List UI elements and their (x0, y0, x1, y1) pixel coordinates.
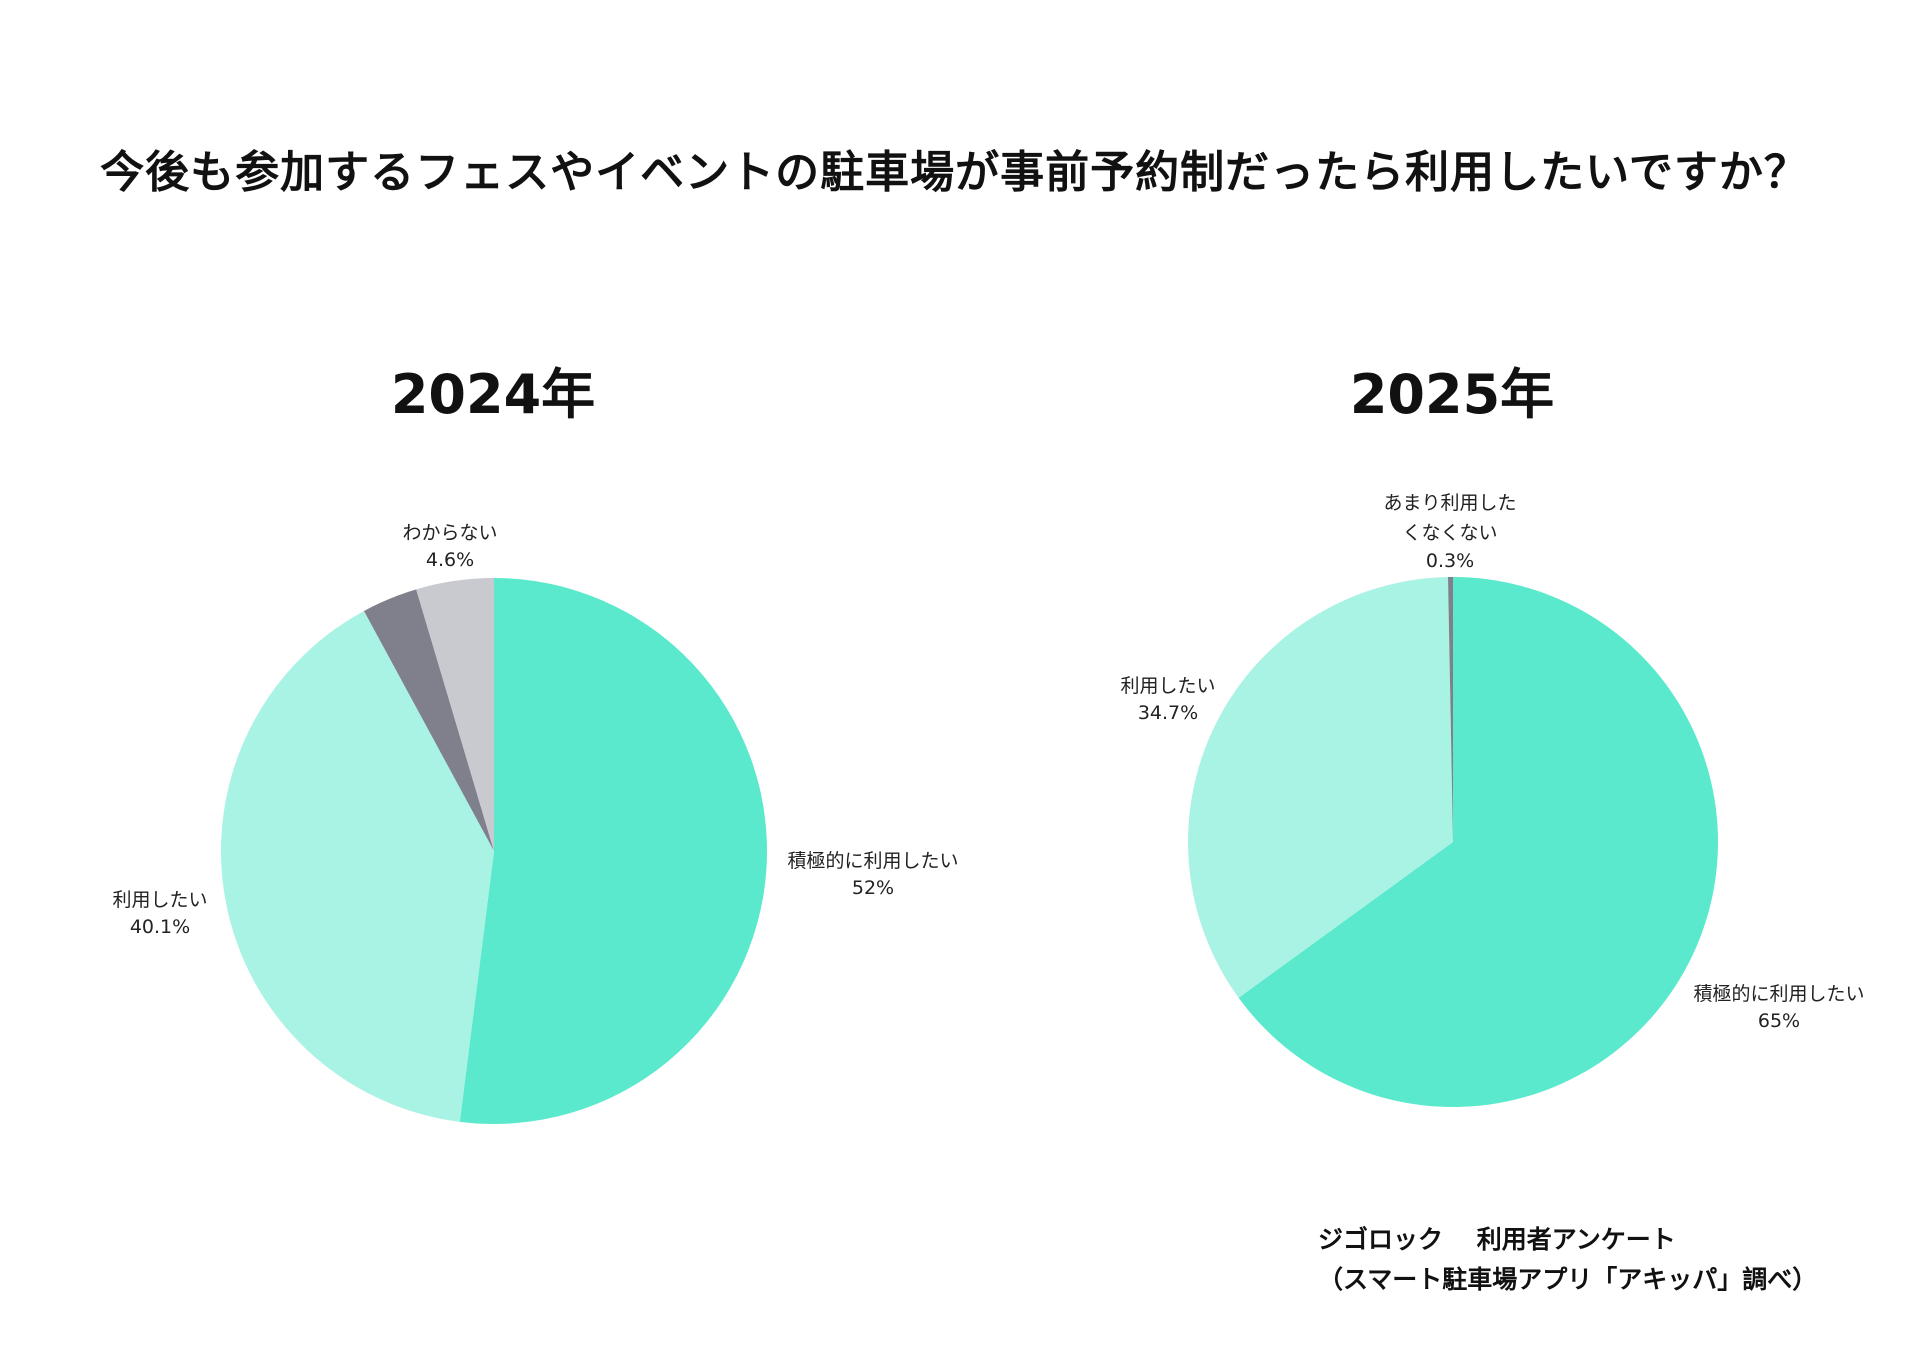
slice-label-line2: くなくない (1402, 522, 1498, 544)
source-note: ジゴロック 利用者アンケート （スマート駐車場アプリ「アキッパ」調べ） (1318, 1220, 1817, 1300)
pie-2025-label-active: 積極的に利用したい 65% (1629, 981, 1909, 1035)
slice-value: 34.7% (1137, 702, 1199, 724)
slice-label-line1: あまり利用した (1383, 492, 1517, 514)
pie-2025-label-rarely: あまり利用した くなくない 0.3% (1300, 488, 1600, 574)
slice-value: 52% (851, 877, 895, 899)
source-line-1: ジゴロック 利用者アンケート (1318, 1225, 1676, 1254)
pie-2024 (221, 578, 768, 1124)
pie-2024-label-use: 利用したい 40.1% (10, 887, 310, 941)
pie-slice-3 (416, 578, 494, 851)
chart-title: 今後も参加するフェスやイベントの駐車場が事前予約制だったら利用したいですか？ (100, 147, 1809, 198)
pie-slice-1 (221, 610, 494, 1122)
pie-slice-1 (1187, 577, 1453, 998)
slice-label: 利用したい (112, 889, 208, 911)
pie-slice-2 (363, 589, 494, 851)
slice-label: わからない (402, 522, 498, 544)
slice-label: 積極的に利用したい (1693, 983, 1865, 1005)
pie-2025 (1187, 577, 1718, 1108)
slice-value: 65% (1757, 1010, 1801, 1032)
pie-2025-title: 2025年 (1349, 363, 1555, 426)
source-line-2: （スマート駐車場アプリ「アキッパ」調べ） (1318, 1265, 1818, 1294)
pie-2024-label-active: 積極的に利用したい 52% (723, 848, 1023, 902)
pie-2025-label-use: 利用したい 34.7% (1018, 673, 1318, 727)
slice-value: 0.3% (1425, 550, 1475, 572)
pie-slice-2 (1448, 577, 1453, 842)
slice-label: 利用したい (1120, 675, 1216, 697)
pie-2024-title: 2024年 (390, 363, 596, 426)
slice-label: 積極的に利用したい (787, 850, 959, 872)
slice-value: 4.6% (425, 549, 475, 571)
pie-slice-0 (459, 578, 768, 1124)
pie-slice-0 (1238, 577, 1718, 1108)
pie-2024-label-unknown: わからない 4.6% (300, 520, 600, 574)
slice-value: 40.1% (129, 916, 191, 938)
